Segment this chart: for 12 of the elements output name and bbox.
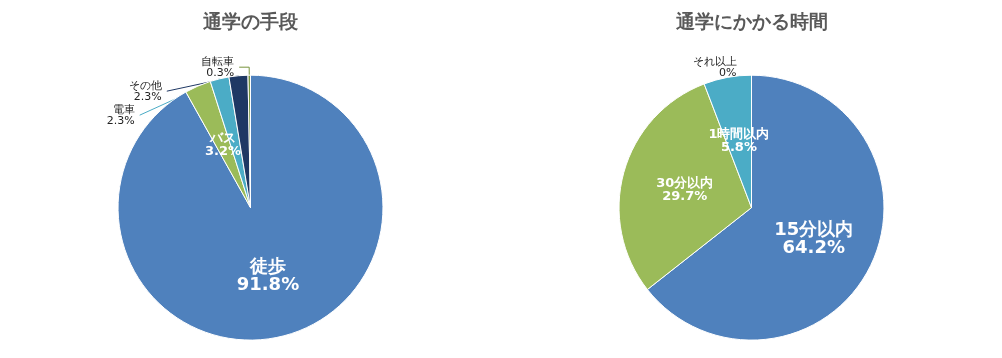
slice-label: 徒歩: [248, 255, 286, 277]
text: 0%: [719, 66, 737, 80]
slice-label: 30分以内: [656, 175, 714, 191]
chart-title: 通学にかかる時間: [674, 9, 828, 32]
slice-label: 15分以内: [774, 218, 854, 240]
slice-label: 電車: [112, 103, 135, 117]
slice-label: 自転車: [201, 55, 235, 69]
chart-title: 通学の手段: [202, 9, 299, 32]
data-label: 2.3%: [106, 114, 135, 128]
data-label: 0.3%: [206, 66, 235, 80]
data-label: 29.7%: [662, 188, 708, 204]
category-label: それ以上: [692, 55, 737, 69]
